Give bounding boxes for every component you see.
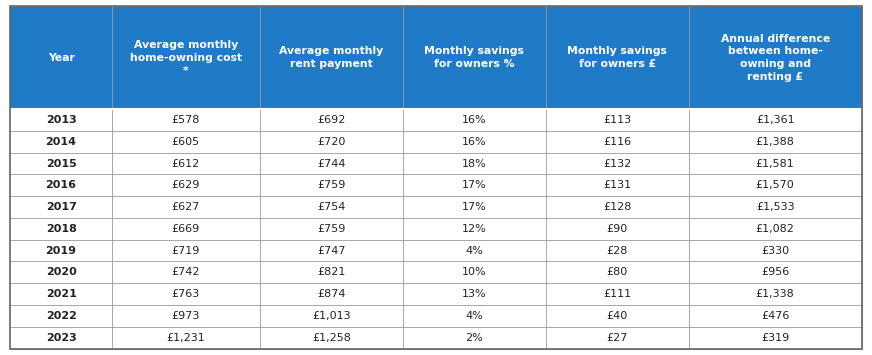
Text: £692: £692 <box>317 115 345 125</box>
Text: £319: £319 <box>761 333 789 343</box>
Bar <box>10 240 862 262</box>
Text: 13%: 13% <box>462 289 487 299</box>
Bar <box>10 174 862 196</box>
Text: £956: £956 <box>761 267 789 277</box>
Text: £1,258: £1,258 <box>312 333 351 343</box>
Text: £28: £28 <box>607 246 628 256</box>
Text: £40: £40 <box>607 311 628 321</box>
Text: £754: £754 <box>317 202 345 212</box>
Text: 2019: 2019 <box>45 246 77 256</box>
Text: 2013: 2013 <box>45 115 77 125</box>
Text: £759: £759 <box>317 180 345 190</box>
Bar <box>10 196 862 218</box>
Text: £1,013: £1,013 <box>312 311 351 321</box>
Bar <box>10 109 862 131</box>
Text: £80: £80 <box>607 267 628 277</box>
Text: £27: £27 <box>607 333 628 343</box>
Text: £1,082: £1,082 <box>756 224 794 234</box>
Text: 16%: 16% <box>462 137 487 147</box>
Text: 2023: 2023 <box>45 333 77 343</box>
Text: £720: £720 <box>317 137 345 147</box>
Text: £476: £476 <box>761 311 789 321</box>
Text: £111: £111 <box>603 289 631 299</box>
Text: £669: £669 <box>172 224 200 234</box>
Text: £742: £742 <box>172 267 200 277</box>
Text: 2022: 2022 <box>45 311 77 321</box>
Text: 2020: 2020 <box>45 267 77 277</box>
Bar <box>10 218 862 240</box>
Text: 4%: 4% <box>466 311 483 321</box>
Text: 2018: 2018 <box>45 224 77 234</box>
Text: £719: £719 <box>172 246 200 256</box>
Text: £1,361: £1,361 <box>756 115 794 125</box>
Text: £747: £747 <box>317 246 345 256</box>
Text: 17%: 17% <box>462 202 487 212</box>
Text: Monthly savings
for owners %: Monthly savings for owners % <box>425 46 524 69</box>
Text: £1,533: £1,533 <box>756 202 794 212</box>
Text: 2021: 2021 <box>45 289 77 299</box>
Bar <box>10 327 862 349</box>
Text: £132: £132 <box>603 158 631 169</box>
Text: £874: £874 <box>317 289 345 299</box>
Text: Average monthly
rent payment: Average monthly rent payment <box>279 46 384 69</box>
Text: £131: £131 <box>603 180 631 190</box>
Text: 10%: 10% <box>462 267 487 277</box>
Text: £1,581: £1,581 <box>756 158 794 169</box>
Text: £763: £763 <box>172 289 200 299</box>
Text: 4%: 4% <box>466 246 483 256</box>
Text: £128: £128 <box>603 202 631 212</box>
Text: Year: Year <box>48 53 74 63</box>
Text: £1,231: £1,231 <box>167 333 205 343</box>
Text: £330: £330 <box>761 246 789 256</box>
Text: £612: £612 <box>172 158 200 169</box>
Text: 16%: 16% <box>462 115 487 125</box>
Text: 2017: 2017 <box>45 202 77 212</box>
Bar <box>10 262 862 283</box>
Text: 2014: 2014 <box>45 137 77 147</box>
Bar <box>10 153 862 174</box>
Text: £90: £90 <box>607 224 628 234</box>
Bar <box>10 283 862 305</box>
Bar <box>10 305 862 327</box>
Text: 18%: 18% <box>462 158 487 169</box>
Text: 17%: 17% <box>462 180 487 190</box>
Text: £116: £116 <box>603 137 631 147</box>
Text: 12%: 12% <box>462 224 487 234</box>
Text: £1,338: £1,338 <box>756 289 794 299</box>
Text: £821: £821 <box>317 267 345 277</box>
Bar <box>10 6 862 109</box>
Text: Monthly savings
for owners £: Monthly savings for owners £ <box>568 46 667 69</box>
Text: £578: £578 <box>172 115 200 125</box>
Text: £113: £113 <box>603 115 631 125</box>
Text: £629: £629 <box>172 180 200 190</box>
Text: Annual difference
between home-
owning and
renting £: Annual difference between home- owning a… <box>720 33 830 82</box>
Text: £1,570: £1,570 <box>756 180 794 190</box>
Text: £759: £759 <box>317 224 345 234</box>
Bar <box>10 131 862 153</box>
Text: £605: £605 <box>172 137 200 147</box>
Text: 2015: 2015 <box>45 158 77 169</box>
Text: £1,388: £1,388 <box>756 137 794 147</box>
Text: £973: £973 <box>172 311 200 321</box>
Text: 2016: 2016 <box>45 180 77 190</box>
Text: 2%: 2% <box>466 333 483 343</box>
Text: £627: £627 <box>172 202 200 212</box>
Text: Average monthly
home-owning cost
*: Average monthly home-owning cost * <box>130 40 242 76</box>
Text: £744: £744 <box>317 158 345 169</box>
